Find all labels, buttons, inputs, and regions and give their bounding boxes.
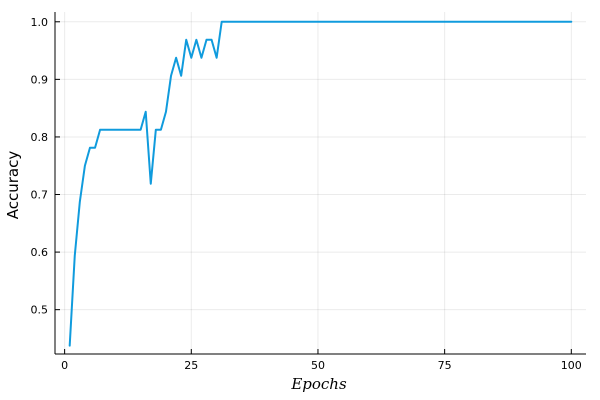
y-tick-label: 0.8 (31, 131, 49, 144)
x-tick-label: 0 (61, 359, 68, 372)
x-tick-label: 50 (311, 359, 325, 372)
series-line (68, 20, 573, 347)
y-tick-label: 1.0 (31, 16, 49, 29)
series-layer (68, 20, 573, 347)
y-tick-label: 0.5 (31, 304, 49, 317)
x-tick-label: 100 (561, 359, 582, 372)
y-tick-label: 0.9 (31, 73, 49, 86)
x-tick-label: 25 (184, 359, 198, 372)
tick-labels: 0 25 50 75 100 0.5 0.6 0.7 0.8 0.9 1.0 (31, 16, 582, 372)
y-tick-label: 0.7 (31, 189, 49, 202)
y-tick-label: 0.6 (31, 246, 49, 259)
x-tick-label: 75 (438, 359, 452, 372)
grid (55, 12, 586, 354)
axes (54, 12, 586, 355)
x-axis-title: Epochs (290, 375, 347, 393)
y-axis-title: Accuracy (4, 151, 22, 220)
